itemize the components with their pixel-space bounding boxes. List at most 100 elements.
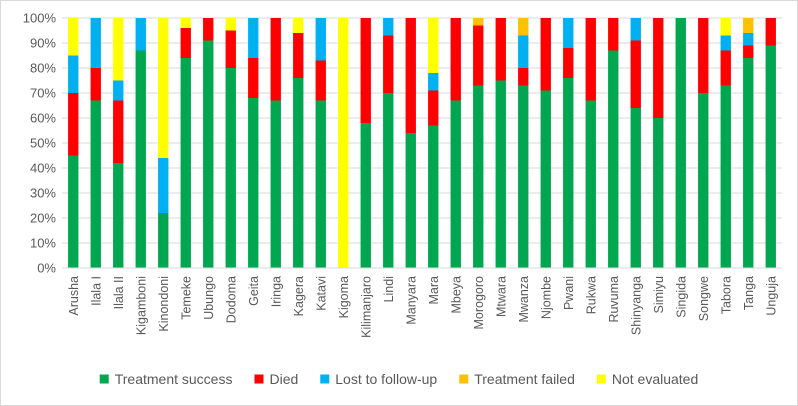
x-tick-label: Mtwara [494, 276, 508, 317]
bar-segment [293, 33, 304, 78]
bar-segment [68, 93, 79, 156]
bar-segment [585, 100, 596, 268]
x-axis: Arusha Ilala I Ilala II Kigamboni Kinondoni T… [62, 267, 782, 338]
y-tick-label: 0% [37, 261, 56, 276]
legend-swatch [99, 374, 109, 384]
bar-segment [428, 125, 439, 268]
bar-segment [653, 18, 664, 118]
bar-segment [720, 50, 731, 86]
x-tick-label: Ilala II [112, 276, 126, 309]
legend-swatch [254, 374, 264, 384]
x-tick-label: Njombe [539, 276, 553, 319]
bar-segment [608, 18, 619, 51]
bar-segment [68, 155, 79, 268]
bar-segment [293, 18, 304, 33]
x-tick-label: Arusha [67, 276, 81, 316]
bar-segment [743, 58, 754, 268]
legend-item: Lost to follow-up [320, 371, 437, 387]
bar-segment [698, 93, 709, 268]
bar-segment [675, 18, 686, 268]
x-tick-label: Tanga [742, 276, 756, 310]
bar-segment [585, 18, 596, 101]
x-tick-label: Mbeya [449, 276, 463, 314]
bar-segment [630, 40, 641, 108]
x-tick-label: Ilala I [89, 276, 103, 306]
bar-segment [158, 18, 169, 158]
bar-segment [518, 85, 529, 268]
legend-swatch [320, 374, 330, 384]
bar-segment [428, 73, 439, 91]
bar-segment [113, 100, 124, 163]
bar-segment [743, 18, 754, 33]
x-tick-label: Singida [674, 276, 688, 318]
bar-segment [743, 33, 754, 46]
bar-segment [720, 35, 731, 51]
bar-segment [473, 85, 484, 268]
bar-segment [495, 18, 506, 81]
y-tick-label: 20% [30, 211, 56, 226]
bar-segment [405, 133, 416, 268]
x-tick-label: Ubungo [202, 276, 216, 320]
y-axis: 0% 10% 20% 30% 40% 50% 60% 70% 80% 90% 100% [23, 11, 57, 276]
bar-segment [518, 35, 529, 68]
bar-segment [225, 68, 236, 268]
x-tick-label: Katavi [314, 276, 328, 311]
legend-item: Treatment failed [459, 371, 575, 387]
bar-segment [563, 48, 574, 78]
bar-segment [450, 18, 461, 101]
x-tick-label: Kagera [292, 276, 306, 316]
x-tick-label: Geita [247, 276, 261, 306]
bar-segment [720, 18, 731, 36]
bar-segment [360, 123, 371, 268]
x-tick-label: Iringa [269, 276, 283, 307]
bar-segment [743, 45, 754, 58]
x-tick-label: Kigoma [337, 276, 351, 318]
x-tick-label: Kigamboni [134, 276, 148, 335]
legend-label: Not evaluated [612, 371, 698, 387]
x-tick-label: Temeke [179, 276, 193, 320]
bar-segment [653, 118, 664, 268]
x-tick-label: Simiyu [652, 276, 666, 314]
bar-segment [315, 100, 326, 268]
y-tick-label: 80% [30, 61, 56, 76]
bar-segment [473, 18, 484, 26]
legend-swatch [459, 374, 469, 384]
legend-item: Died [254, 371, 298, 387]
x-tick-label: Songwe [697, 276, 711, 321]
bar-segment [180, 28, 191, 58]
bar-segment [428, 18, 439, 73]
x-tick-label: Rukwa [584, 276, 598, 314]
bar-segment [113, 18, 124, 81]
bar-segment [360, 18, 371, 123]
y-tick-label: 60% [30, 111, 56, 126]
legend: Treatment success Died Lost to follow-up Tr… [99, 371, 698, 387]
bar-segment [383, 93, 394, 268]
legend-label: Treatment failed [474, 371, 575, 387]
bar-segment [338, 18, 349, 268]
bar-segment [473, 25, 484, 86]
bar-segment [68, 55, 79, 93]
legend-label: Lost to follow-up [335, 371, 437, 387]
legend-item: Treatment success [99, 371, 232, 387]
bar-segment [158, 158, 169, 213]
x-tick-label: Ruvuma [607, 276, 621, 323]
x-tick-label: Mwanza [517, 276, 531, 323]
y-tick-label: 90% [30, 36, 56, 51]
bar-segment [765, 45, 776, 268]
bar-segment [518, 18, 529, 36]
x-tick-label: Unguja [764, 276, 778, 316]
legend-item: Not evaluated [596, 371, 698, 387]
bar-segment [608, 50, 619, 268]
bar-segment [293, 78, 304, 268]
x-tick-label: Shinyanga [629, 276, 643, 335]
bar-segment [315, 60, 326, 101]
bar-segment [248, 18, 259, 58]
bar-segment [270, 18, 281, 101]
bar-segment [428, 90, 439, 126]
bar-segment [90, 68, 101, 101]
bar-segment [450, 100, 461, 268]
bar-segment [563, 78, 574, 268]
bar-segment [270, 100, 281, 268]
x-tick-label: Morogoro [472, 276, 486, 330]
